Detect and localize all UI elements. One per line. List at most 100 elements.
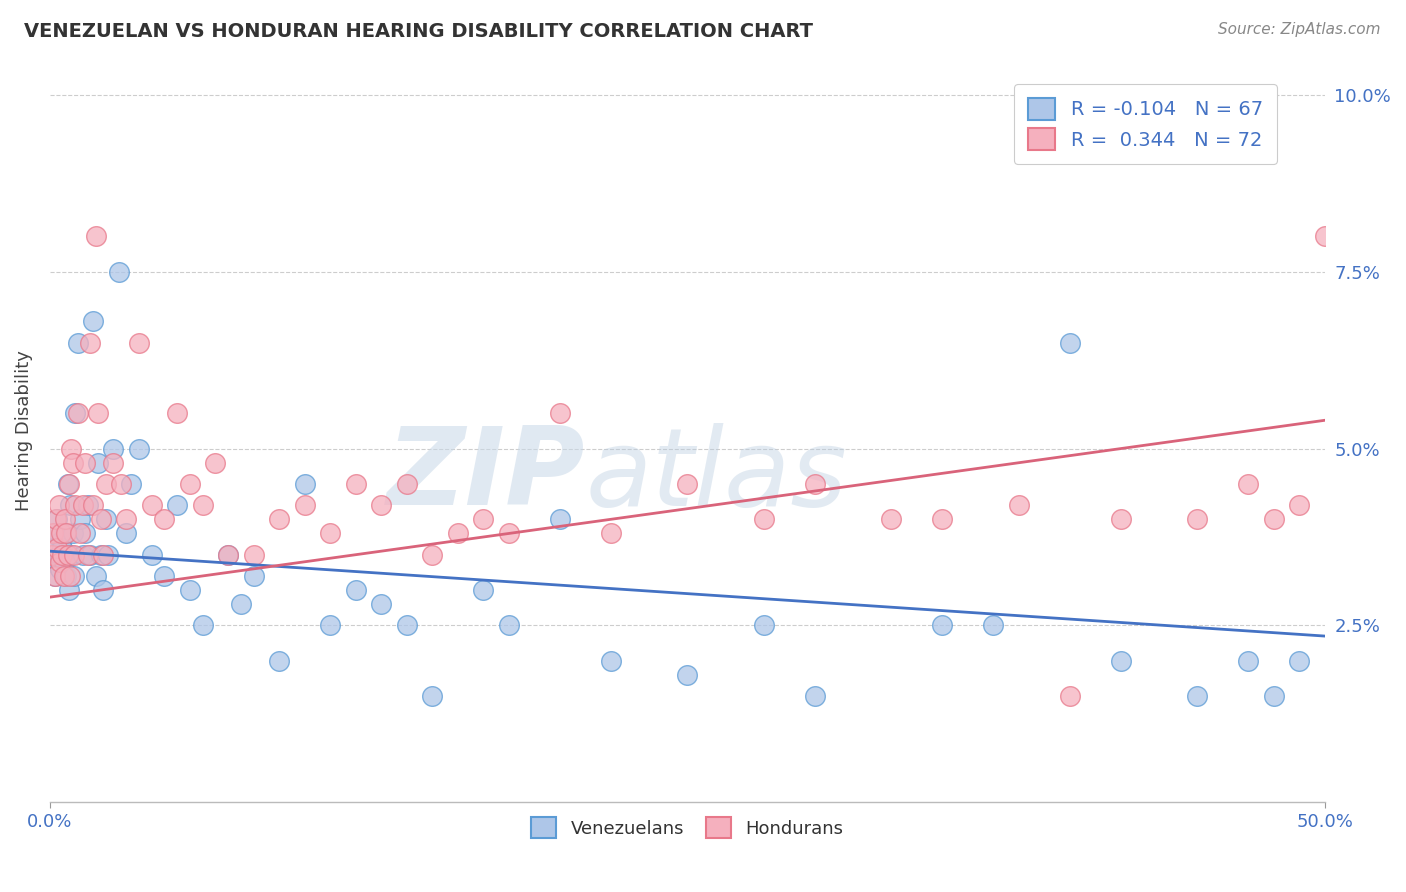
Point bbox=[370, 498, 392, 512]
Point bbox=[1263, 689, 1285, 703]
Point bbox=[69, 512, 91, 526]
Point bbox=[803, 477, 825, 491]
Point bbox=[395, 477, 418, 491]
Point bbox=[128, 442, 150, 456]
Point bbox=[1288, 654, 1310, 668]
Point bbox=[1007, 498, 1029, 512]
Point bbox=[51, 541, 73, 555]
Point bbox=[69, 526, 91, 541]
Text: Source: ZipAtlas.com: Source: ZipAtlas.com bbox=[1218, 22, 1381, 37]
Point bbox=[59, 498, 82, 512]
Point bbox=[48, 548, 70, 562]
Legend: Venezuelans, Hondurans: Venezuelans, Hondurans bbox=[523, 810, 851, 846]
Point bbox=[45, 526, 67, 541]
Point bbox=[128, 335, 150, 350]
Point bbox=[63, 569, 86, 583]
Point bbox=[75, 456, 97, 470]
Point bbox=[62, 456, 84, 470]
Point bbox=[269, 512, 291, 526]
Point bbox=[49, 526, 72, 541]
Text: ZIP: ZIP bbox=[387, 423, 585, 528]
Point bbox=[1263, 512, 1285, 526]
Point bbox=[103, 456, 125, 470]
Point bbox=[242, 569, 264, 583]
Point bbox=[45, 512, 67, 526]
Point bbox=[94, 512, 117, 526]
Point bbox=[1109, 512, 1132, 526]
Y-axis label: Hearing Disability: Hearing Disability bbox=[15, 351, 32, 511]
Point bbox=[41, 555, 63, 569]
Point bbox=[49, 555, 72, 569]
Point bbox=[55, 526, 77, 541]
Point bbox=[75, 526, 97, 541]
Point bbox=[42, 526, 65, 541]
Point bbox=[82, 314, 104, 328]
Point bbox=[49, 533, 72, 548]
Point bbox=[1288, 498, 1310, 512]
Point bbox=[46, 512, 69, 526]
Point bbox=[153, 512, 176, 526]
Point bbox=[370, 597, 392, 611]
Point bbox=[420, 689, 443, 703]
Point bbox=[599, 654, 621, 668]
Point bbox=[120, 477, 142, 491]
Point bbox=[191, 618, 214, 632]
Point bbox=[217, 548, 239, 562]
Point bbox=[46, 541, 69, 555]
Point bbox=[1237, 654, 1260, 668]
Point bbox=[59, 569, 82, 583]
Point bbox=[472, 583, 495, 598]
Point bbox=[166, 406, 188, 420]
Point bbox=[82, 498, 104, 512]
Point bbox=[52, 569, 75, 583]
Point bbox=[981, 618, 1004, 632]
Text: atlas: atlas bbox=[585, 423, 846, 528]
Point bbox=[84, 229, 107, 244]
Point bbox=[498, 526, 520, 541]
Point bbox=[91, 583, 114, 598]
Point bbox=[58, 583, 80, 598]
Point bbox=[42, 541, 65, 555]
Point bbox=[87, 406, 110, 420]
Point bbox=[931, 618, 953, 632]
Point bbox=[55, 569, 77, 583]
Point bbox=[58, 477, 80, 491]
Point bbox=[49, 562, 72, 576]
Point bbox=[94, 477, 117, 491]
Point bbox=[90, 512, 112, 526]
Point bbox=[242, 548, 264, 562]
Point bbox=[115, 512, 138, 526]
Point bbox=[179, 583, 201, 598]
Point bbox=[344, 583, 367, 598]
Point bbox=[1109, 654, 1132, 668]
Point bbox=[72, 498, 94, 512]
Point bbox=[229, 597, 252, 611]
Point bbox=[48, 498, 70, 512]
Point bbox=[79, 548, 101, 562]
Point bbox=[420, 548, 443, 562]
Point bbox=[141, 498, 163, 512]
Point bbox=[79, 335, 101, 350]
Point bbox=[1185, 689, 1208, 703]
Point bbox=[103, 442, 125, 456]
Point bbox=[63, 498, 86, 512]
Point bbox=[803, 689, 825, 703]
Point bbox=[498, 618, 520, 632]
Point bbox=[1364, 477, 1386, 491]
Point bbox=[97, 548, 120, 562]
Point bbox=[91, 548, 114, 562]
Point bbox=[52, 555, 75, 569]
Point bbox=[141, 548, 163, 562]
Point bbox=[179, 477, 201, 491]
Point bbox=[110, 477, 132, 491]
Point bbox=[63, 548, 86, 562]
Point bbox=[752, 618, 775, 632]
Point bbox=[1059, 335, 1081, 350]
Point bbox=[1326, 526, 1348, 541]
Point bbox=[51, 548, 73, 562]
Point bbox=[84, 569, 107, 583]
Point bbox=[166, 498, 188, 512]
Point bbox=[77, 548, 100, 562]
Point bbox=[676, 477, 699, 491]
Point bbox=[269, 654, 291, 668]
